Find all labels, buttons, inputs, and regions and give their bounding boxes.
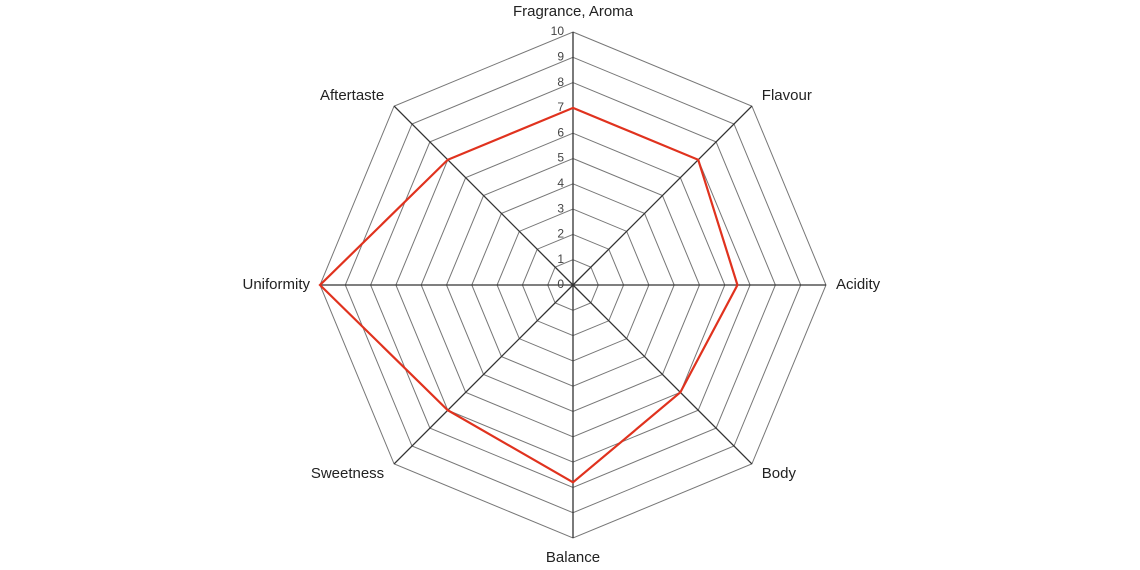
category-label: Aftertaste — [320, 87, 384, 104]
tick-label: 9 — [557, 49, 564, 63]
category-label: Flavour — [762, 87, 812, 104]
tick-label: 10 — [551, 24, 565, 38]
tick-label: 0 — [557, 277, 564, 291]
tick-label: 1 — [557, 252, 564, 266]
tick-label: 2 — [557, 227, 564, 241]
category-label: Uniformity — [242, 276, 310, 293]
category-label: Fragrance, Aroma — [513, 3, 634, 20]
category-label: Acidity — [836, 276, 881, 293]
tick-label: 8 — [557, 75, 564, 89]
tick-label: 5 — [557, 151, 564, 165]
spoke — [393, 284, 574, 465]
category-label: Body — [762, 465, 797, 482]
spoke — [572, 284, 753, 465]
tick-label: 7 — [557, 100, 564, 114]
tick-label: 3 — [557, 201, 564, 215]
data-line — [318, 106, 739, 484]
spoke — [572, 105, 753, 286]
category-label: Sweetness — [311, 465, 384, 482]
tick-label: 4 — [557, 176, 564, 190]
tick-label: 6 — [557, 125, 564, 139]
category-label: Balance — [546, 549, 600, 566]
spoke — [393, 105, 574, 286]
